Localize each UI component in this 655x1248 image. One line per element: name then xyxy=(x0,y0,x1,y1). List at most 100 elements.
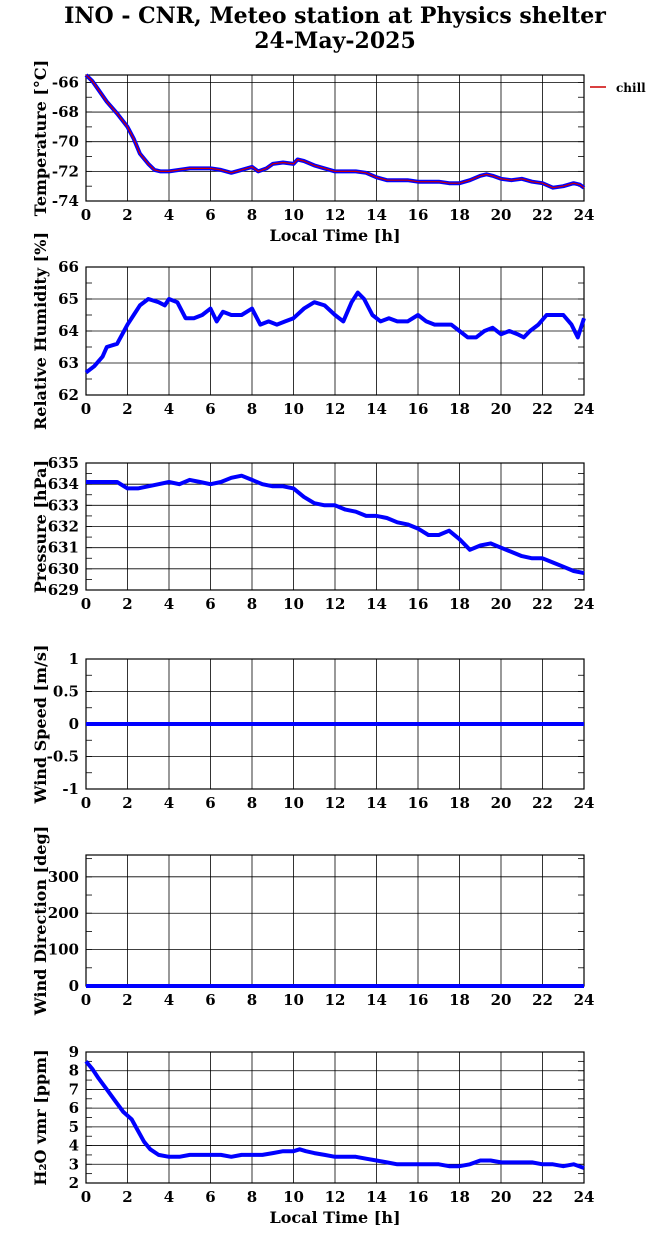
x-tick-label: 14 xyxy=(366,400,387,418)
y-tick-label: 6 xyxy=(69,1099,79,1117)
x-tick-label: 18 xyxy=(449,1188,470,1206)
x-tick-label: 10 xyxy=(283,1188,304,1206)
y-tick-label: 300 xyxy=(48,868,79,886)
y-tick-label: -66 xyxy=(52,73,79,91)
y-tick-label: -72 xyxy=(52,162,79,180)
y-tick-label: 3 xyxy=(69,1155,79,1173)
x-tick-label: 2 xyxy=(122,595,132,613)
x-tick-label: 14 xyxy=(366,595,387,613)
x-tick-label: 0 xyxy=(81,794,91,812)
y-tick-label: 62 xyxy=(58,386,79,404)
y-tick-label: 629 xyxy=(48,581,79,599)
x-tick-label: 4 xyxy=(164,595,174,613)
x-tick-label: 0 xyxy=(81,1188,91,1206)
x-tick-label: 18 xyxy=(449,400,470,418)
figure-title: INO - CNR, Meteo station at Physics shel… xyxy=(0,4,655,54)
y-tick-label: 630 xyxy=(48,560,79,578)
x-tick-label: 4 xyxy=(164,206,174,224)
x-tick-label: 8 xyxy=(247,794,257,812)
x-tick-label: 16 xyxy=(408,400,429,418)
series-line xyxy=(86,473,585,576)
y-tick-label: 7 xyxy=(69,1080,79,1098)
x-tick-label: 22 xyxy=(532,595,553,613)
x-tick-label: 12 xyxy=(325,1188,346,1206)
x-tick-label: 18 xyxy=(449,595,470,613)
x-tick-label: 8 xyxy=(247,206,257,224)
y-tick-label: 635 xyxy=(48,454,79,472)
x-tick-label: 12 xyxy=(325,595,346,613)
y-tick-label: 632 xyxy=(48,518,79,536)
y-tick-label: -74 xyxy=(52,192,79,210)
y-tick-label: 66 xyxy=(58,258,79,276)
y-tick-label: 65 xyxy=(58,290,79,308)
x-tick-label: 12 xyxy=(325,794,346,812)
y-tick-label: 2 xyxy=(69,1174,79,1192)
x-tick-label: 2 xyxy=(122,991,132,1009)
series-line-chill xyxy=(85,74,585,189)
y-tick-label: 200 xyxy=(48,904,79,922)
x-tick-label: 2 xyxy=(122,794,132,812)
x-tick-label: 8 xyxy=(247,595,257,613)
y-axis-label: Pressure [hPa] xyxy=(31,460,50,593)
y-axis-label: Wind Direction [deg] xyxy=(31,826,50,1017)
x-tick-label: 4 xyxy=(164,400,174,418)
x-tick-label: 18 xyxy=(449,206,470,224)
legend: chill xyxy=(590,81,646,95)
x-tick-label: 14 xyxy=(366,206,387,224)
x-tick-label: 24 xyxy=(574,794,595,812)
x-tick-label: 16 xyxy=(408,794,429,812)
plot-frame xyxy=(85,1051,585,1184)
x-tick-label: 8 xyxy=(247,1188,257,1206)
x-tick-label: 22 xyxy=(532,991,553,1009)
x-tick-label: 20 xyxy=(491,206,512,224)
y-axis-label: Wind Speed [m/s] xyxy=(31,645,50,805)
y-tick-label: 633 xyxy=(48,496,79,514)
x-tick-label: 20 xyxy=(491,1188,512,1206)
y-tick-label: 5 xyxy=(69,1118,79,1136)
y-tick-label: 8 xyxy=(69,1062,79,1080)
y-tick-label: 634 xyxy=(48,475,79,493)
x-tick-label: 10 xyxy=(283,595,304,613)
x-tick-label: 14 xyxy=(366,794,387,812)
x-tick-label: 0 xyxy=(81,400,91,418)
x-tick-label: 2 xyxy=(122,1188,132,1206)
y-tick-label: 100 xyxy=(48,941,79,959)
x-tick-label: 20 xyxy=(491,595,512,613)
y-axis-label: Temperature [°C] xyxy=(31,60,50,216)
x-tick-label: 24 xyxy=(574,991,595,1009)
legend-label: chill xyxy=(616,81,646,95)
x-tick-label: 24 xyxy=(574,595,595,613)
x-tick-label: 22 xyxy=(532,400,553,418)
x-tick-label: 24 xyxy=(574,206,595,224)
x-tick-label: 24 xyxy=(574,400,595,418)
x-tick-label: 6 xyxy=(205,794,215,812)
x-tick-label: 12 xyxy=(325,206,346,224)
series-line xyxy=(84,290,586,375)
x-tick-label: 8 xyxy=(247,400,257,418)
x-tick-label: 16 xyxy=(408,1188,429,1206)
x-tick-label: 18 xyxy=(449,991,470,1009)
x-tick-label: 24 xyxy=(574,1188,595,1206)
y-tick-label: 9 xyxy=(69,1043,79,1061)
x-tick-label: 10 xyxy=(283,206,304,224)
y-tick-label: 1 xyxy=(69,650,79,668)
y-tick-label: 0 xyxy=(69,715,79,733)
x-tick-label: 20 xyxy=(491,794,512,812)
plot-frame xyxy=(85,266,585,396)
x-tick-label: 12 xyxy=(325,991,346,1009)
x-tick-label: 6 xyxy=(205,991,215,1009)
plot-frame xyxy=(85,74,585,202)
x-tick-label: 2 xyxy=(122,400,132,418)
x-tick-label: 16 xyxy=(408,206,429,224)
x-tick-label: 22 xyxy=(532,206,553,224)
y-tick-label: 63 xyxy=(58,354,79,372)
x-tick-label: 14 xyxy=(366,991,387,1009)
x-tick-label: 0 xyxy=(81,991,91,1009)
x-axis-label: Local Time [h] xyxy=(269,1208,400,1227)
x-tick-label: 10 xyxy=(283,400,304,418)
x-tick-label: 14 xyxy=(366,1188,387,1206)
x-tick-label: 6 xyxy=(205,595,215,613)
x-tick-label: 2 xyxy=(122,206,132,224)
y-axis-label: Relative Humidity [%] xyxy=(31,232,50,430)
series-line xyxy=(84,1060,585,1170)
